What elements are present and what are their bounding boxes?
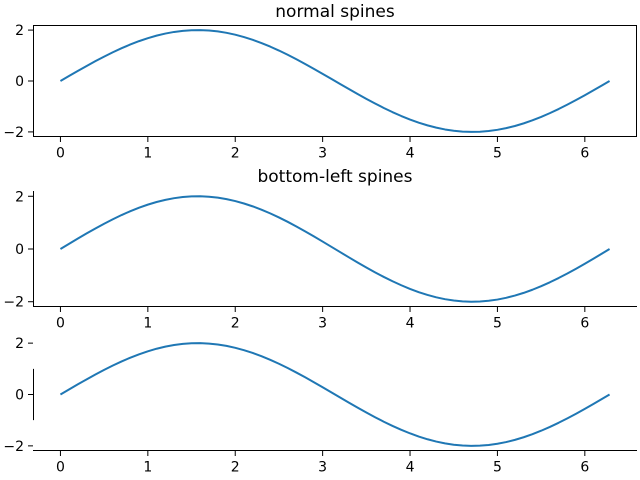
subplot-3: 0 1 2 3 4 5 6 −2 0 2 — [3, 336, 637, 476]
sine-curve — [59, 342, 611, 447]
x-tick-label: 6 — [580, 146, 589, 162]
x-tick-label: 3 — [318, 316, 327, 332]
x-tick-label: 1 — [143, 316, 152, 332]
x-tick-label: 3 — [318, 460, 327, 476]
x-tick-label: 2 — [231, 146, 240, 162]
sine-curve — [59, 29, 611, 133]
y-tick-label: 0 — [15, 74, 24, 90]
x-tick-label: 0 — [56, 146, 65, 162]
x-tick-label: 1 — [143, 460, 152, 476]
x-tick-label: 0 — [56, 460, 65, 476]
subplot-1: 0 1 2 3 4 5 6 −2 0 2 — [3, 23, 637, 162]
y-tick-label: −2 — [3, 125, 24, 141]
x-tick-label: 4 — [406, 316, 415, 332]
x-tick-label: 4 — [406, 460, 415, 476]
sine-curve — [59, 195, 611, 303]
x-tick-label: 2 — [231, 460, 240, 476]
x-tick-label: 2 — [231, 316, 240, 332]
x-tick-label: 1 — [143, 146, 152, 162]
x-tick-label: 5 — [493, 316, 502, 332]
x-tick-label: 4 — [406, 146, 415, 162]
x-tick-label: 5 — [493, 460, 502, 476]
y-tick-label: 2 — [15, 189, 24, 205]
y-tick-label: 2 — [15, 336, 24, 352]
subplot1-title: normal spines — [275, 2, 395, 22]
y-tick-label: −2 — [3, 439, 24, 455]
x-tick-label: 5 — [493, 146, 502, 162]
subplot-2: 0 1 2 3 4 5 6 −2 0 2 — [3, 189, 637, 332]
subplot2-title: bottom-left spines — [257, 167, 413, 187]
x-tick-label: 6 — [580, 316, 589, 332]
y-tick-label: 0 — [15, 242, 24, 258]
x-tick-label: 0 — [56, 316, 65, 332]
x-tick-label: 6 — [580, 460, 589, 476]
y-tick-label: −2 — [3, 295, 24, 311]
x-tick-label: 3 — [318, 146, 327, 162]
y-tick-label: 0 — [15, 388, 24, 404]
y-tick-label: 2 — [15, 23, 24, 39]
